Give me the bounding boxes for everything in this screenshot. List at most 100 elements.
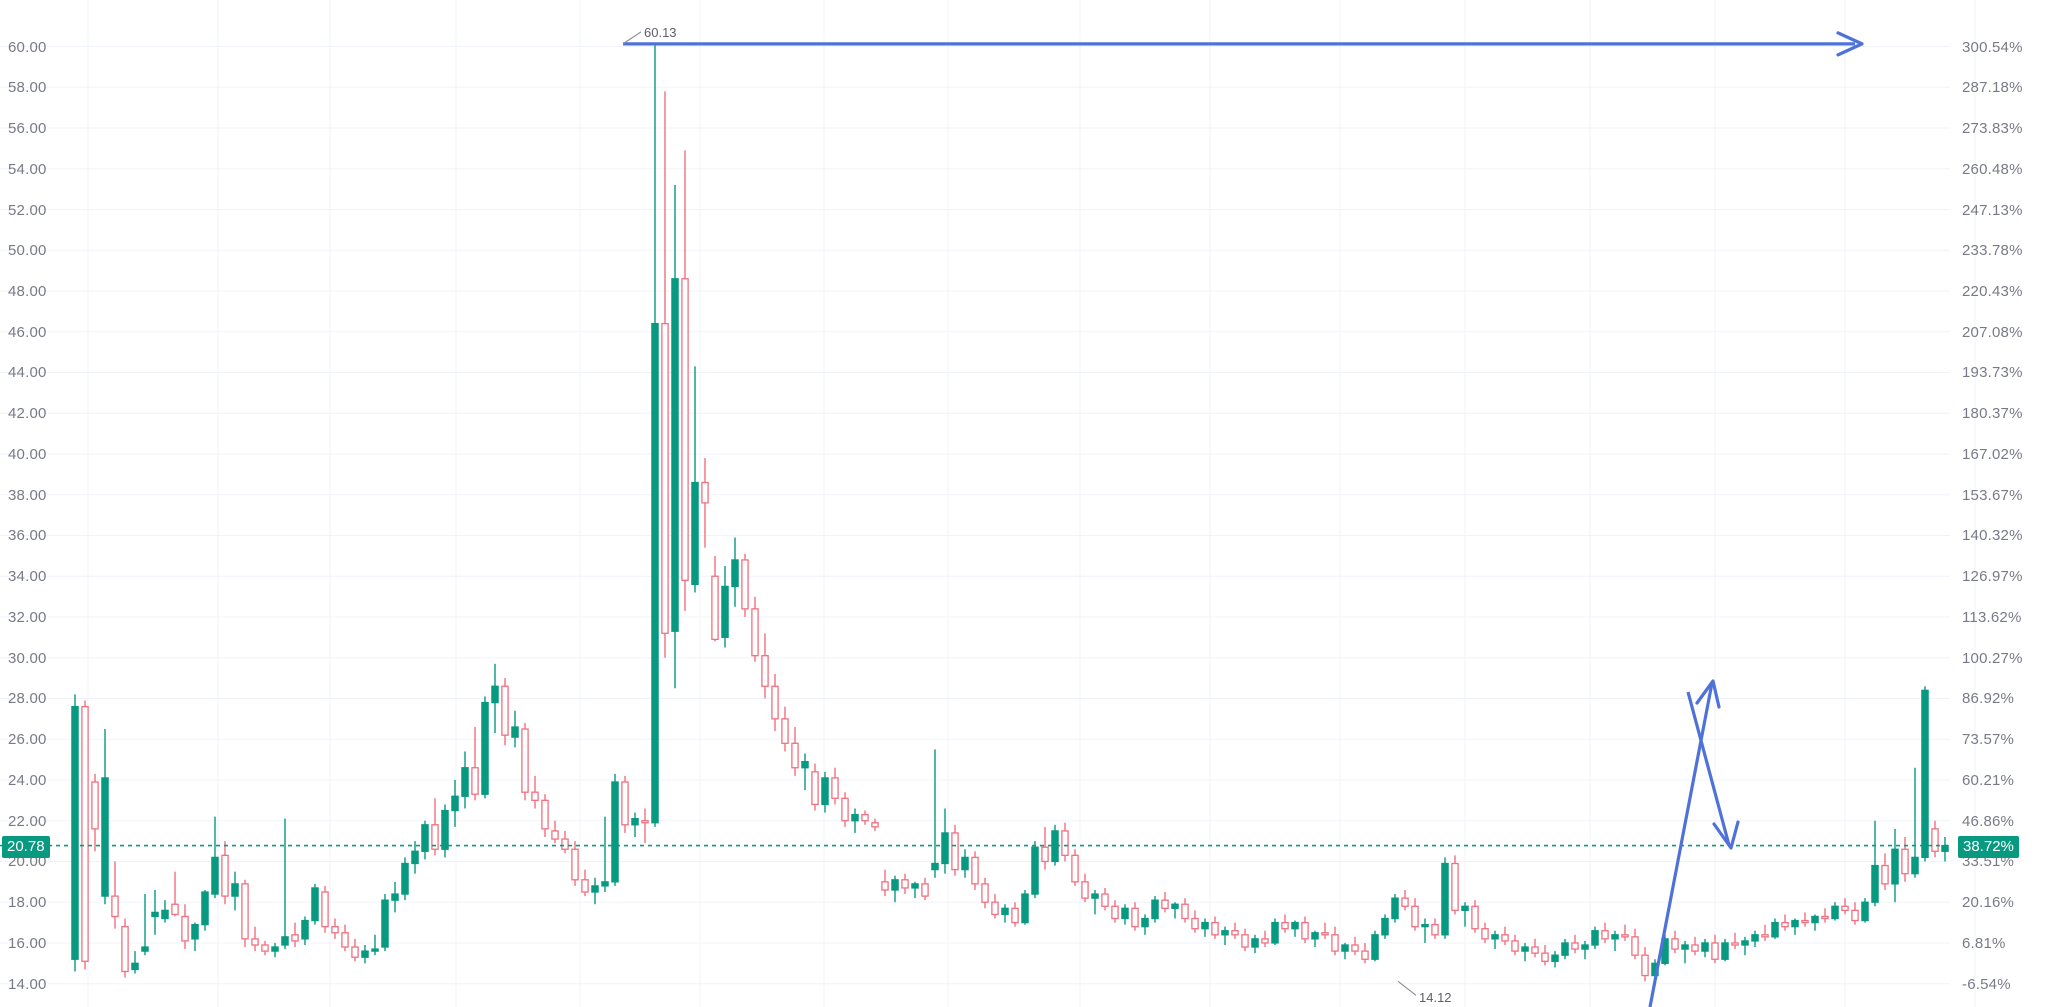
candle <box>601 816 609 893</box>
price-tick-label: 54.00 <box>8 160 47 178</box>
candle <box>1041 826 1049 870</box>
candle <box>451 779 459 827</box>
candle <box>1801 912 1809 927</box>
candle <box>181 904 189 950</box>
candle <box>171 871 179 917</box>
candle-series <box>71 43 1949 982</box>
candle <box>1141 914 1149 935</box>
candle <box>1541 944 1549 966</box>
price-tick-label: 50.00 <box>8 242 47 260</box>
candle <box>221 841 229 905</box>
candle <box>1351 936 1359 956</box>
candle <box>1441 857 1449 939</box>
candle <box>1121 904 1129 925</box>
candle <box>1471 900 1479 933</box>
percent-tick-label: 113.62% <box>1962 608 2022 626</box>
price-tick-label: 22.00 <box>8 812 47 830</box>
candle <box>631 812 639 838</box>
candle <box>1911 767 1919 878</box>
candle <box>891 875 899 903</box>
candle <box>1571 934 1579 954</box>
candle <box>391 881 399 913</box>
candle <box>1901 837 1909 882</box>
candle <box>1551 951 1559 968</box>
candle <box>1741 936 1749 956</box>
candle <box>1861 898 1869 923</box>
candle <box>1011 902 1019 927</box>
candle <box>1621 924 1629 941</box>
candle <box>1261 930 1269 948</box>
candle <box>1151 896 1159 923</box>
candle <box>1561 938 1569 960</box>
percent-tick-label: 300.54% <box>1962 38 2023 56</box>
price-tick-label: 28.00 <box>8 690 47 708</box>
candle <box>151 889 159 935</box>
candle <box>1641 947 1649 982</box>
price-tick-label: 16.00 <box>8 934 47 952</box>
current-price-badge-left[interactable]: 20.78 <box>2 835 50 858</box>
candle <box>1481 922 1489 943</box>
candle <box>1111 900 1119 923</box>
candle <box>1451 855 1459 915</box>
candle <box>461 751 469 809</box>
candle <box>721 566 729 648</box>
up-trend-arrowhead <box>1695 679 1721 709</box>
price-tick-label: 42.00 <box>8 405 47 423</box>
candle <box>1251 934 1259 954</box>
candle <box>1361 942 1369 964</box>
candle <box>951 824 959 876</box>
candle <box>701 458 709 548</box>
candle <box>851 808 859 833</box>
percent-tick-label: 287.18% <box>1962 79 2023 97</box>
down-trend-arrow[interactable] <box>1686 691 1731 846</box>
candle <box>531 775 539 809</box>
candle <box>381 894 389 952</box>
candle <box>211 816 219 899</box>
candle <box>1701 938 1709 958</box>
candle <box>301 916 309 945</box>
percent-tick-label: 60.21% <box>1962 771 2015 789</box>
candle <box>111 861 119 929</box>
price-tick-label: 48.00 <box>8 283 47 300</box>
candle <box>1001 904 1009 923</box>
candle <box>1521 942 1529 962</box>
candle <box>541 794 549 838</box>
candle <box>491 663 499 734</box>
candle <box>1281 914 1289 933</box>
candle <box>1601 922 1609 943</box>
candle <box>901 873 909 895</box>
price-tick-label: 58.00 <box>8 79 47 97</box>
candle <box>91 773 99 852</box>
candle <box>141 894 149 956</box>
price-tick-label: 40.00 <box>8 445 47 463</box>
candle <box>1291 920 1299 937</box>
percent-tick-label: 86.92% <box>1962 690 2015 708</box>
price-tick-label: 60.00 <box>8 38 47 56</box>
percent-tick-label: 180.37% <box>1962 405 2023 423</box>
candle <box>361 944 369 964</box>
percent-tick-label: 207.08% <box>1962 323 2023 341</box>
candle <box>1751 930 1759 948</box>
candle <box>931 749 939 878</box>
candle <box>511 710 519 748</box>
price-tick-label: 56.00 <box>8 120 47 138</box>
candle <box>1371 930 1379 962</box>
candle <box>561 830 569 854</box>
candle <box>1171 902 1179 919</box>
candle <box>801 753 809 791</box>
candle <box>411 841 419 874</box>
candle <box>731 537 739 607</box>
candle <box>841 792 849 827</box>
current-percent-badge-right[interactable]: 38.72% <box>1958 835 2019 858</box>
candle <box>1241 928 1249 952</box>
candle <box>1761 924 1769 941</box>
candle <box>911 881 919 899</box>
horizontal-gridlines <box>0 46 1950 985</box>
candle <box>621 775 629 833</box>
price-tick-label: 52.00 <box>8 201 47 219</box>
candle <box>1731 932 1739 950</box>
candle <box>741 553 749 617</box>
candle <box>1811 914 1819 931</box>
